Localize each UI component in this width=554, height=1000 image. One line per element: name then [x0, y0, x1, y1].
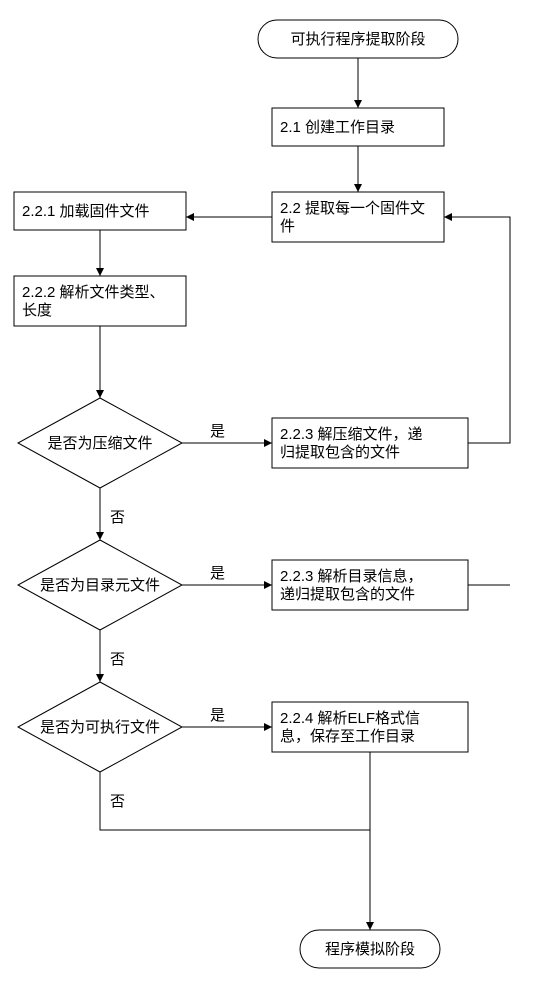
node-label: 是否为压缩文件 [47, 435, 152, 452]
node-label: 是否为目录元文件 [40, 577, 160, 594]
node-label: 可执行程序提取阶段 [290, 31, 425, 48]
node-label: 2.1 创建工作目录 [280, 119, 395, 136]
edge-label: 否 [110, 509, 125, 526]
node-label: 递归提取包含的文件 [280, 586, 415, 603]
node-label: 2.2.3 解压缩文件，递 [280, 426, 423, 443]
node-label: 归提取包含的文件 [280, 444, 400, 461]
node-label: 2.2.4 解析ELF格式信 [280, 710, 420, 727]
edge-label: 是 [210, 423, 225, 440]
node-label: 2.2.2 解析文件类型、 [22, 284, 165, 301]
flow-edge [100, 772, 370, 930]
node-label: 程序模拟阶段 [325, 941, 415, 958]
node-label: 件 [280, 218, 295, 235]
node-label: 2.2 提取每一个固件文 [280, 200, 425, 217]
node-label: 2.2.3 解析目录信息， [280, 568, 423, 585]
node-label: 2.2.1 加载固件文件 [22, 203, 150, 220]
flow-edge [444, 217, 510, 443]
node-label: 是否为可执行文件 [40, 719, 160, 736]
edge-label: 是 [210, 707, 225, 724]
node-label: 息，保存至工作目录 [280, 728, 415, 745]
edge-label: 是 [210, 565, 225, 582]
edge-label: 否 [110, 651, 125, 668]
node-label: 长度 [22, 302, 52, 319]
edge-label: 否 [110, 793, 125, 810]
